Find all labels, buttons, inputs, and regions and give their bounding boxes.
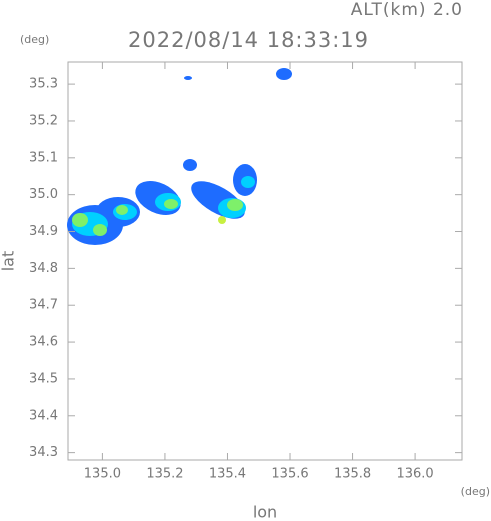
- x-tick-label: 135.4: [209, 467, 246, 482]
- y-tick-label: 34.3: [29, 445, 58, 460]
- y-tick-label: 35.2: [29, 113, 58, 128]
- x-unit: (deg): [461, 485, 490, 498]
- x-tick-label: 135.6: [271, 467, 308, 482]
- y-unit: (deg): [20, 33, 49, 46]
- x-tick-label: 136.0: [396, 467, 433, 482]
- y-tick-label: 34.6: [29, 335, 58, 350]
- y-tick-label: 35.1: [29, 150, 58, 165]
- y-tick-label: 34.9: [29, 224, 58, 239]
- x-tick-label: 135.8: [334, 467, 371, 482]
- y-axis-label: lat: [0, 251, 18, 272]
- chart-title: 2022/08/14 18:33:19: [128, 28, 369, 52]
- x-tick-label: 135.0: [84, 467, 121, 482]
- plot-frame: [67, 61, 463, 461]
- altitude-label: ALT(km) 2.0: [351, 0, 463, 20]
- y-tick-label: 35.0: [29, 187, 58, 202]
- y-tick-label: 34.4: [29, 408, 58, 423]
- y-tick-label: 35.3: [29, 77, 58, 92]
- y-tick-label: 34.5: [29, 371, 58, 386]
- y-tick-label: 34.8: [29, 261, 58, 276]
- x-axis-label: lon: [253, 503, 277, 521]
- x-tick-label: 135.2: [146, 467, 183, 482]
- y-tick-label: 34.7: [29, 298, 58, 313]
- echo-blobs: [67, 68, 292, 245]
